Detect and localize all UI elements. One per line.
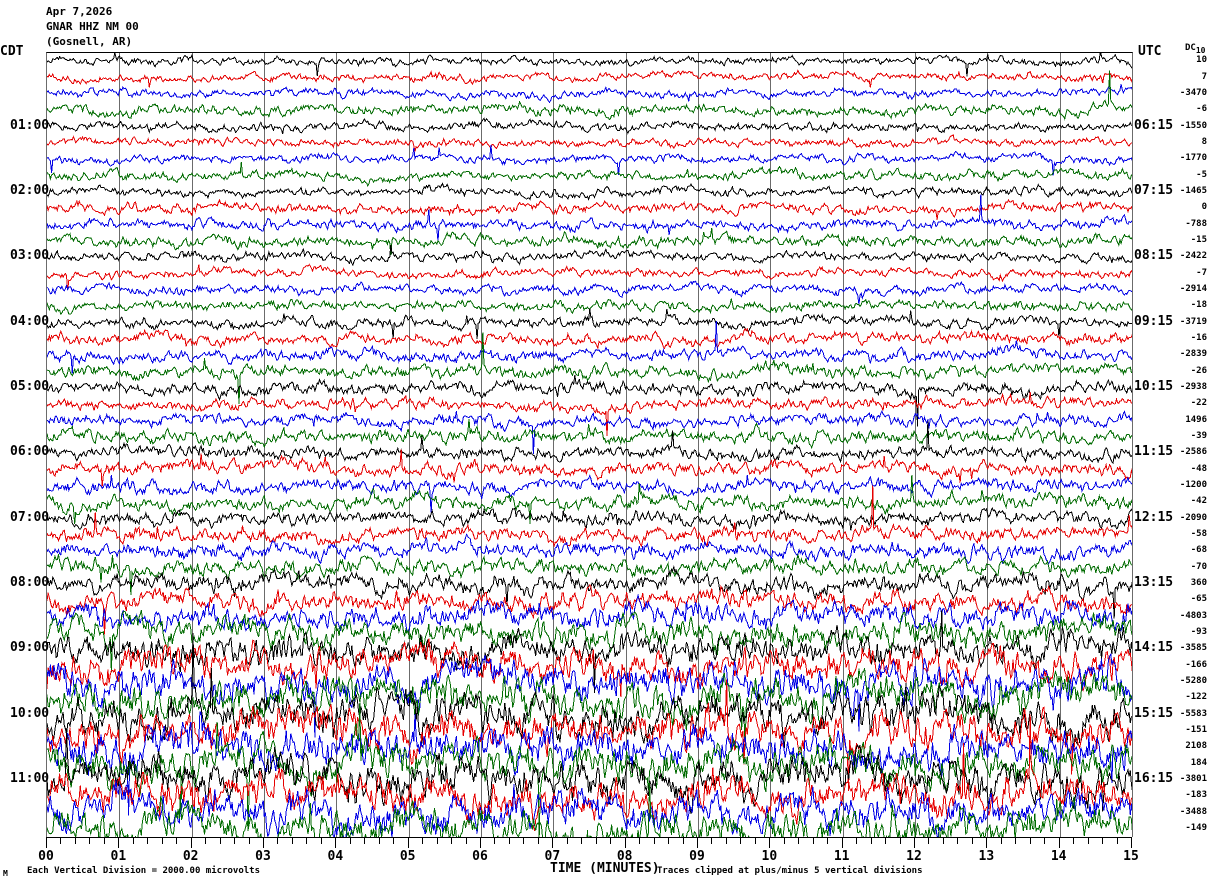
dc-value: -183 xyxy=(1185,790,1207,801)
dc-value: 2108 xyxy=(1185,741,1207,752)
dc-value: -16 xyxy=(1190,332,1207,343)
x-axis-title: TIME (MINUTES) xyxy=(550,861,660,876)
x-tick-label: 00 xyxy=(38,849,54,864)
right-time-label: 06:15 xyxy=(1134,117,1174,133)
x-tick-label: 15 xyxy=(1123,849,1139,864)
dc-value: -5280 xyxy=(1179,675,1207,686)
dc-value: -22 xyxy=(1190,398,1207,409)
left-time-label: 09:00 xyxy=(10,640,50,656)
left-time-label: 06:00 xyxy=(10,444,50,460)
x-tick-label: 11 xyxy=(833,849,850,864)
dc-value: -68 xyxy=(1190,545,1207,556)
x-tick-label: 09 xyxy=(689,849,705,864)
dc-value: -788 xyxy=(1185,218,1207,229)
dc-value: -2090 xyxy=(1179,512,1207,523)
dc-value: -2586 xyxy=(1179,447,1207,458)
right-time-label: 16:15 xyxy=(1134,770,1174,786)
dc-value: -166 xyxy=(1185,659,1207,670)
left-timezone-label: CDT xyxy=(0,44,24,59)
corner-mark: M xyxy=(3,869,8,878)
dc-value: 0 xyxy=(1201,202,1207,213)
header-date: Apr 7,2026 xyxy=(46,5,113,18)
dc-value: -122 xyxy=(1185,692,1207,703)
x-tick-label: 04 xyxy=(327,849,344,864)
plot-header: Apr 7,2026 GNAR HHZ NM 00 (Gosnell, AR) xyxy=(46,4,139,49)
left-time-label: 08:00 xyxy=(10,574,50,590)
dc-value: 184 xyxy=(1190,757,1207,768)
dc-value: -149 xyxy=(1185,822,1207,833)
dc-value: -1550 xyxy=(1179,120,1207,131)
dc-value: -48 xyxy=(1190,463,1207,474)
dc-value: 7 xyxy=(1201,71,1207,82)
dc-value: -7 xyxy=(1196,267,1207,278)
dc-value: -15 xyxy=(1190,234,1207,245)
right-time-label: 14:15 xyxy=(1134,640,1174,656)
dc-value: -70 xyxy=(1190,561,1207,572)
x-axis-ticks xyxy=(46,836,1132,850)
dc-value: -1770 xyxy=(1179,153,1207,164)
right-time-label: 13:15 xyxy=(1134,574,1174,590)
dc-value: -93 xyxy=(1190,626,1207,637)
x-tick-label: 10 xyxy=(761,849,778,864)
dc-value: -3470 xyxy=(1179,87,1207,98)
dc-value: -42 xyxy=(1190,496,1207,507)
dc-column-header: DC10 xyxy=(1185,43,1206,55)
x-tick-label: 14 xyxy=(1050,849,1067,864)
dc-value: -39 xyxy=(1190,430,1207,441)
left-time-label: 05:00 xyxy=(10,378,50,394)
x-tick-label: 13 xyxy=(978,849,995,864)
right-time-label: 08:15 xyxy=(1134,248,1174,264)
header-station: GNAR HHZ NM 00 xyxy=(46,20,139,33)
dc-value: -1200 xyxy=(1179,479,1207,490)
right-time-label: 12:15 xyxy=(1134,509,1174,525)
dc-value: -3585 xyxy=(1179,643,1207,654)
left-time-label: 10:00 xyxy=(10,705,50,721)
dc-value: 1496 xyxy=(1185,414,1207,425)
left-time-label: 03:00 xyxy=(10,248,50,264)
seismogram-plot[interactable] xyxy=(46,52,1133,837)
left-time-label: 01:00 xyxy=(10,117,50,133)
dc-value: -2914 xyxy=(1179,283,1207,294)
dc-value: -58 xyxy=(1190,528,1207,539)
x-tick-label: 01 xyxy=(110,849,127,864)
x-tick-label: 06 xyxy=(472,849,488,864)
dc-value: -65 xyxy=(1190,594,1207,605)
left-time-label: 11:00 xyxy=(10,770,50,786)
dc-value: -18 xyxy=(1190,300,1207,311)
dc-value: -26 xyxy=(1190,365,1207,376)
right-time-label: 09:15 xyxy=(1134,313,1174,329)
left-time-label: 04:00 xyxy=(10,313,50,329)
dc-value: -5 xyxy=(1196,169,1207,180)
dc-value: -2938 xyxy=(1179,381,1207,392)
x-tick-label: 03 xyxy=(255,849,271,864)
x-tick-label: 08 xyxy=(616,849,633,864)
right-time-label: 15:15 xyxy=(1134,705,1174,721)
dc-value: 360 xyxy=(1190,577,1207,588)
right-time-label: 11:15 xyxy=(1134,444,1174,460)
x-tick-label: 07 xyxy=(544,849,561,864)
x-tick-label: 05 xyxy=(399,849,416,864)
dc-value: -2422 xyxy=(1179,251,1207,262)
right-time-label: 10:15 xyxy=(1134,378,1174,394)
right-time-label: 07:15 xyxy=(1134,182,1174,198)
dc-value: -3488 xyxy=(1179,806,1207,817)
dc-value: -3719 xyxy=(1179,316,1207,327)
clip-note: Traces clipped at plus/minus 5 vertical … xyxy=(657,866,923,876)
dc-value: -151 xyxy=(1185,724,1207,735)
scale-note: Each Vertical Division = 2000.00 microvo… xyxy=(27,866,260,876)
dc-value: -1465 xyxy=(1179,185,1207,196)
dc-value: -6 xyxy=(1196,104,1207,115)
dc-value: -2839 xyxy=(1179,349,1207,360)
left-time-label: 02:00 xyxy=(10,182,50,198)
x-tick-label: 02 xyxy=(182,849,199,864)
dc-value: 10 xyxy=(1196,55,1207,66)
dc-value: -4803 xyxy=(1179,610,1207,621)
right-timezone-label: UTC xyxy=(1138,44,1162,59)
header-location: (Gosnell, AR) xyxy=(46,35,133,48)
left-time-label: 07:00 xyxy=(10,509,50,525)
dc-value: -5583 xyxy=(1179,708,1207,719)
x-tick-label: 12 xyxy=(906,849,922,864)
dc-value: 8 xyxy=(1201,136,1207,147)
dc-value: -3801 xyxy=(1179,773,1207,784)
